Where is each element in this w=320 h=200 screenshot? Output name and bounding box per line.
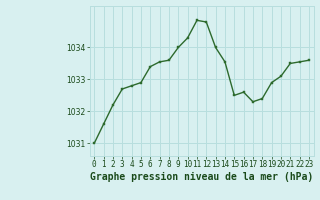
X-axis label: Graphe pression niveau de la mer (hPa): Graphe pression niveau de la mer (hPa) <box>90 172 313 182</box>
